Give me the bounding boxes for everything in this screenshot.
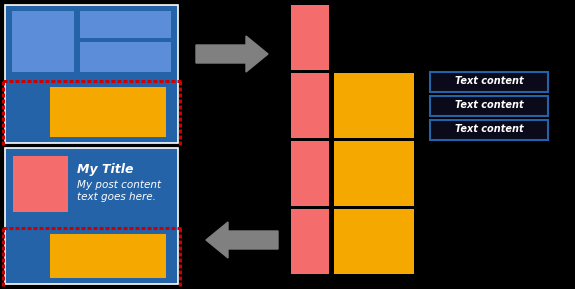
Text: Text content: Text content [455, 125, 523, 134]
Bar [334, 141, 414, 206]
Bar [291, 73, 329, 138]
Bar [50, 87, 166, 137]
Bar [430, 119, 548, 140]
Bar [334, 209, 414, 274]
Bar [5, 5, 178, 143]
Bar [80, 42, 171, 72]
Bar [50, 234, 166, 278]
Bar [334, 73, 414, 138]
Text: My Title: My Title [77, 163, 133, 176]
Bar [80, 11, 171, 38]
Bar [430, 95, 548, 116]
Bar [12, 11, 74, 72]
Bar [13, 156, 68, 212]
Bar [291, 141, 329, 206]
Bar [430, 71, 548, 92]
FancyArrow shape [206, 222, 278, 258]
Bar [291, 5, 329, 70]
Bar [5, 148, 178, 284]
Text: Text content: Text content [455, 101, 523, 110]
Text: My post content
text goes here.: My post content text goes here. [77, 180, 161, 202]
FancyArrow shape [196, 36, 268, 72]
Bar [291, 209, 329, 274]
Text: Text content: Text content [455, 77, 523, 86]
